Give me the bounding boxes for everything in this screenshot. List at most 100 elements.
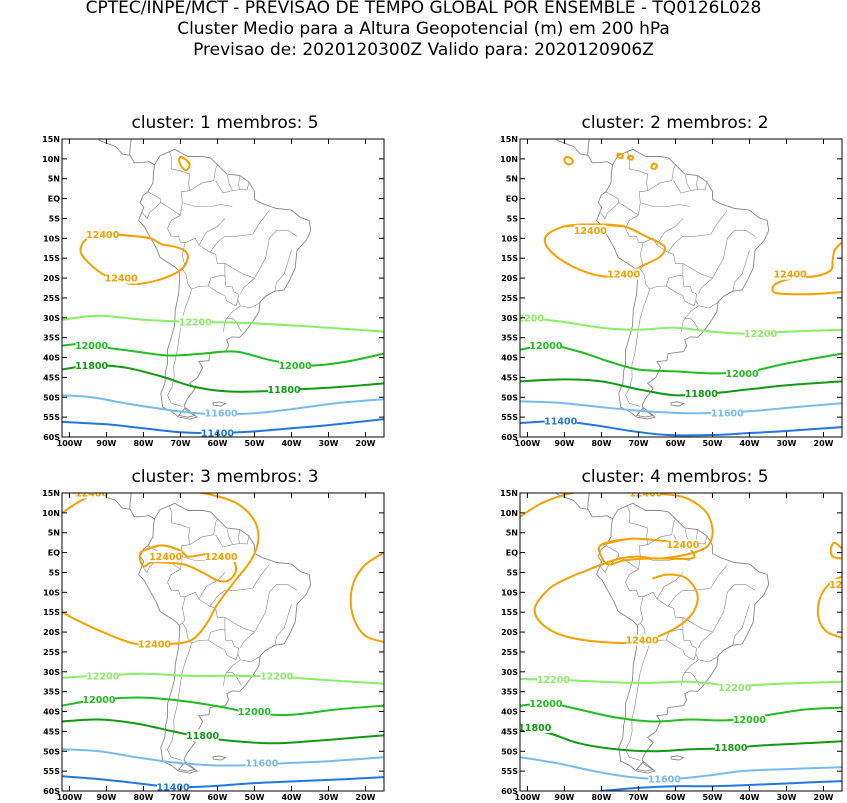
country-border: [274, 604, 292, 646]
lat-label: 45S: [501, 727, 518, 736]
lon-label: 70W: [628, 793, 648, 802]
country-border: [224, 230, 298, 279]
contour-label-bg: [268, 383, 301, 395]
contour-label-bg: [626, 634, 659, 646]
contour-label-bg: [733, 713, 766, 725]
contour-label: 12200: [511, 313, 544, 324]
lat-label: 10N: [500, 155, 518, 164]
lon-label: 30W: [318, 439, 338, 448]
contour-label-bg: [529, 698, 562, 710]
contour-label-bg: [260, 670, 293, 682]
contour-line-12400: [62, 493, 260, 647]
contour-label: 11400: [157, 783, 190, 794]
country-border: [169, 151, 191, 216]
lon-label: 90W: [96, 439, 116, 448]
coastline: [670, 401, 685, 407]
country-border: [682, 584, 756, 633]
contour-line-11800: [62, 718, 384, 745]
contour-label: 12200: [260, 671, 293, 682]
contour-label: 11800: [268, 385, 301, 396]
lon-label: 20W: [814, 793, 834, 802]
contour-label: 12400: [86, 230, 119, 241]
lat-label: EQ: [48, 549, 60, 558]
contour-line-11600: [520, 400, 842, 415]
contour-label: 12200: [86, 671, 119, 682]
lon-label: 80W: [133, 439, 153, 448]
country-border: [673, 180, 708, 194]
contour-label-bg: [205, 551, 238, 563]
lat-label: 15S: [501, 254, 518, 263]
contour-line-12400: [616, 152, 624, 160]
lat-label: 10N: [500, 509, 518, 518]
country-border: [625, 289, 650, 407]
lon-label: 60W: [665, 439, 685, 448]
lon-label: 60W: [207, 439, 227, 448]
contour-line-11400: [62, 775, 384, 789]
contour-label-bg: [186, 729, 219, 741]
lon-label: 100W: [515, 439, 541, 448]
contour-label-bg: [520, 721, 551, 733]
contour-label-bg: [711, 407, 744, 419]
contour-label-bg: [544, 415, 577, 427]
contour-label-bg: [179, 316, 212, 328]
contour-line-12400: [349, 551, 384, 643]
contour-label: 11600: [205, 409, 238, 420]
country-border: [647, 164, 676, 191]
lon-label: 30W: [776, 793, 796, 802]
map-frame: [519, 138, 843, 438]
lat-label: 25S: [43, 648, 60, 657]
lat-label: 45S: [501, 373, 518, 382]
lat-label: 60S: [43, 433, 60, 442]
coastline: [596, 148, 770, 420]
contour-label: 11800: [75, 361, 108, 372]
country-border: [167, 643, 192, 761]
lat-label: 30S: [43, 668, 60, 677]
coastline: [635, 407, 655, 418]
coastline: [138, 148, 312, 420]
country-border: [667, 210, 728, 253]
contour-label: 12400: [774, 270, 807, 281]
lon-label: 60W: [665, 793, 685, 802]
contour-label: 12400: [626, 636, 659, 647]
lat-label: 50S: [43, 747, 60, 756]
country-border: [227, 529, 233, 545]
country-border: [656, 218, 684, 246]
lat-label: 35S: [43, 334, 60, 343]
lon-label: 100W: [57, 793, 83, 802]
contour-label: 12000: [529, 341, 562, 352]
contour-label-bg: [86, 670, 119, 682]
lat-label: 45S: [43, 727, 60, 736]
country-border: [141, 191, 162, 220]
contour-label-bg: [666, 539, 699, 551]
contour-label-bg: [205, 407, 238, 419]
contour-label-bg: [83, 694, 116, 706]
contour-label: 12000: [733, 715, 766, 726]
lat-label: 60S: [43, 787, 60, 796]
panel-2-map: 12400 12400 12400 12200 12200 12000 12000 11800…: [500, 135, 843, 448]
contour-line-12400: [626, 154, 635, 161]
country-border: [618, 556, 644, 626]
lat-label: 5S: [507, 214, 519, 223]
contour-label: 12400: [149, 552, 182, 563]
country-border: [682, 230, 756, 279]
contour-label: 12200: [718, 683, 751, 694]
contour-line-12000: [520, 702, 842, 723]
coastline: [97, 139, 155, 166]
country-border: [189, 164, 218, 191]
lat-label: 10S: [501, 234, 518, 243]
lon-label: 100W: [57, 439, 83, 448]
lat-label: 15N: [42, 135, 60, 144]
country-border: [685, 175, 691, 191]
contour-label-bg: [75, 359, 108, 371]
lat-label: 20S: [501, 628, 518, 637]
coastline-layer: [97, 139, 312, 420]
map-frame: [61, 492, 385, 792]
lat-label: EQ: [506, 195, 518, 204]
contour-label: 12000: [529, 699, 562, 710]
lat-label: 5N: [506, 175, 518, 184]
contour-label-bg: [238, 706, 271, 718]
lon-label: 20W: [356, 439, 376, 448]
lat-label: 50S: [501, 747, 518, 756]
lat-label: 40S: [43, 708, 60, 717]
contour-label-bg: [685, 387, 718, 399]
